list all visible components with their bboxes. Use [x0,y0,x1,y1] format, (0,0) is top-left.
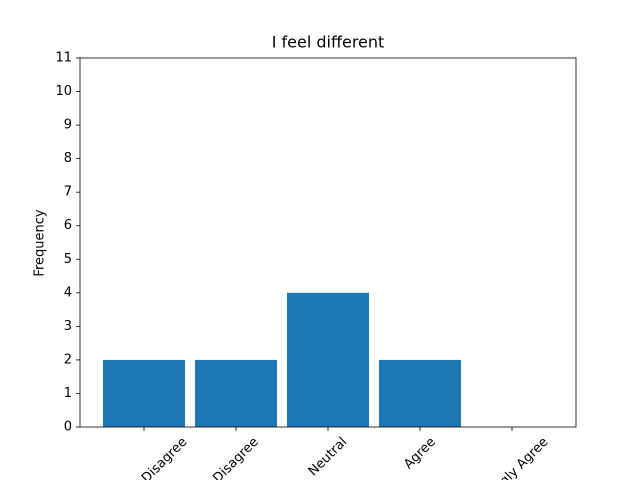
y-tick-label: 0 [64,420,72,435]
y-tick-label: 6 [64,218,72,233]
y-tick-label: 3 [64,319,72,334]
chart-title: I feel different [272,33,385,52]
y-tick-label: 5 [64,252,72,267]
y-tick-label: 1 [64,386,72,401]
y-tick-label: 4 [64,285,72,300]
bar [287,292,369,427]
y-tick-label: 11 [55,51,72,66]
bar [195,359,277,427]
plot-frame [79,57,577,428]
bar [103,359,185,427]
bar [379,359,461,427]
y-tick-label: 10 [55,84,72,99]
y-tick-label: 9 [64,118,72,133]
y-axis-label: Frequency [33,209,48,276]
y-tick-label: 7 [64,185,72,200]
y-tick-label: 2 [64,352,72,367]
y-tick-label: 8 [64,151,72,166]
